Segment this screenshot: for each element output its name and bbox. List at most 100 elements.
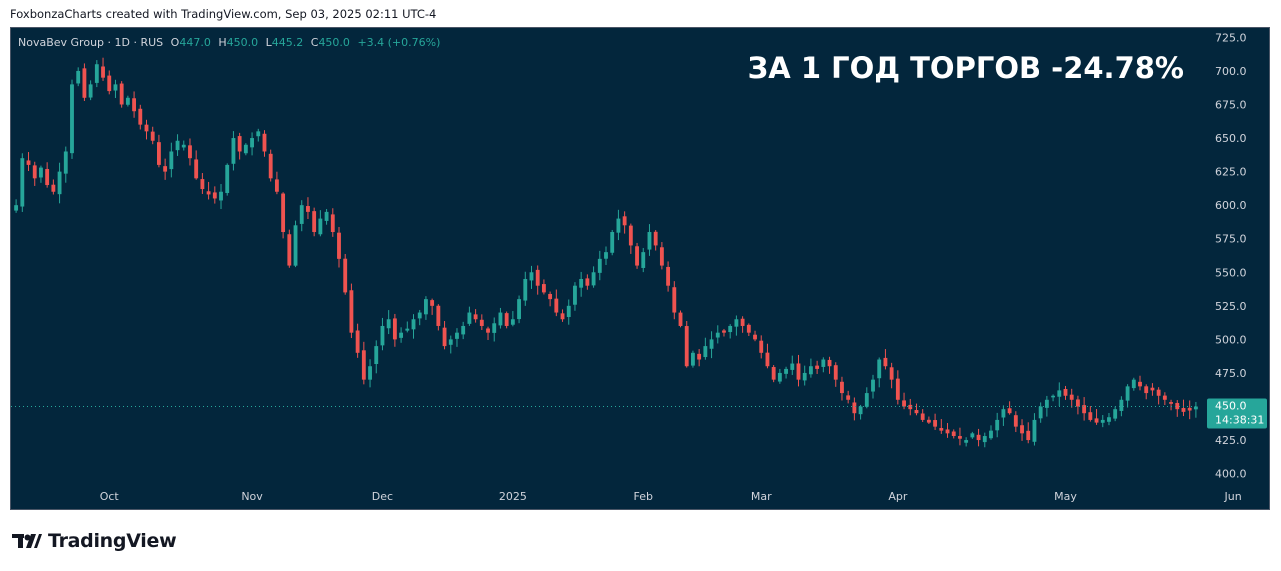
candle-body (274, 179, 279, 192)
candle-body (399, 332, 404, 338)
candle-body (815, 365, 820, 369)
candle-body (1007, 408, 1012, 414)
candle-body (771, 367, 776, 380)
candle-body (672, 287, 677, 313)
candle-body (989, 430, 993, 439)
price-tag-background (1207, 398, 1267, 429)
legend-change: +3.4 (+0.76%) (357, 36, 440, 49)
ohlc-legend: NovaBev Group · 1D · RUS O447.0 H450.0 L… (18, 36, 440, 49)
candle-body (647, 232, 652, 250)
candle-body (635, 246, 639, 266)
candle-body (1119, 399, 1124, 411)
candle-body (57, 171, 62, 195)
candle-body (616, 218, 621, 233)
candle-body (113, 84, 118, 91)
candle-body (32, 165, 37, 179)
candle-body (802, 372, 807, 381)
candle-body (194, 159, 199, 179)
tradingview-logo[interactable]: TradingView (12, 530, 177, 552)
candle-body (312, 211, 317, 233)
candle-body (1044, 399, 1049, 408)
candle-body (262, 133, 267, 152)
candle-body (94, 64, 99, 83)
candle-body (26, 160, 31, 165)
candle-body (1100, 419, 1105, 423)
candle-body (436, 305, 441, 326)
candle-body (107, 75, 112, 92)
candle-body (840, 381, 844, 394)
candle-body (405, 328, 410, 331)
candle-body (964, 440, 969, 443)
candle-body (411, 319, 416, 330)
candle-body (1063, 388, 1068, 396)
legend-low-label: L (266, 36, 273, 49)
candle-body (976, 434, 981, 441)
candle-body (939, 428, 944, 431)
candle-body (250, 138, 254, 148)
candle-body (169, 151, 174, 170)
candle-body (566, 305, 571, 317)
candle-body (1144, 386, 1149, 394)
candle-body (448, 339, 453, 345)
candle-body (1082, 405, 1087, 414)
candle-body (902, 400, 906, 407)
candle-body (641, 252, 646, 268)
candle-body (237, 136, 242, 152)
legend-low-value: 445.2 (272, 36, 304, 49)
candle-body (852, 402, 857, 414)
candle-body (1032, 419, 1037, 442)
candle-body (597, 258, 602, 273)
price-tick-label: 400.0 (1215, 468, 1247, 481)
chart-title: ЗА 1 ГОД ТОРГОВ -24.78% (748, 51, 1184, 85)
chart-area[interactable]: 725.0 700.0 675.0 650.0 625.0 600.0 575.0 550.0… (10, 27, 1270, 510)
candle-body (1020, 425, 1024, 434)
candle-body (268, 153, 273, 179)
candlestick-chart[interactable]: 725.0 700.0 675.0 650.0 625.0 600.0 575.0 550.0… (11, 28, 1269, 509)
candle-body (796, 363, 801, 380)
candle-body (889, 367, 894, 380)
candle-body (777, 372, 782, 382)
candle-body (529, 272, 534, 281)
candle-body (821, 359, 826, 367)
candle-body (1113, 409, 1118, 419)
candle-body (212, 192, 217, 199)
candle-body (920, 413, 925, 420)
legend-high-value: 450.0 (227, 36, 259, 49)
candle-body (877, 359, 882, 379)
candle-body (144, 124, 149, 132)
candle-body (132, 98, 137, 112)
candle-body (63, 151, 68, 174)
candle-body (150, 131, 155, 141)
candle-body (119, 83, 124, 105)
candle-body (1131, 379, 1136, 389)
candle-body (386, 319, 391, 329)
candle-body (125, 97, 130, 105)
candle-body (225, 164, 230, 194)
time-tick-label: Dec (372, 490, 393, 503)
candle-body (455, 332, 459, 339)
candle-body (541, 284, 546, 293)
candle-body (82, 68, 87, 98)
price-tag-value: 450.0 (1215, 399, 1247, 412)
candle-body (734, 319, 739, 327)
candle-body (1138, 381, 1142, 387)
candle-body (864, 393, 869, 407)
candle-body (951, 431, 956, 437)
footer-brand: TradingView (48, 530, 177, 552)
candle-body (722, 330, 726, 333)
chart-background (11, 28, 1269, 509)
candle-body (1169, 402, 1173, 404)
price-tick-label: 650.0 (1215, 132, 1247, 145)
candle-body (827, 359, 832, 367)
candle-body (653, 231, 658, 246)
candle-body (461, 325, 466, 335)
candle-body (871, 379, 875, 392)
time-tick-label: Mar (751, 490, 772, 503)
candle-body (101, 66, 105, 78)
candle-body (560, 313, 565, 320)
candle-body (14, 205, 19, 211)
candle-body (765, 352, 770, 367)
candle-body (517, 299, 521, 320)
candle-body (51, 184, 56, 192)
price-tick-label: 575.0 (1215, 233, 1247, 246)
